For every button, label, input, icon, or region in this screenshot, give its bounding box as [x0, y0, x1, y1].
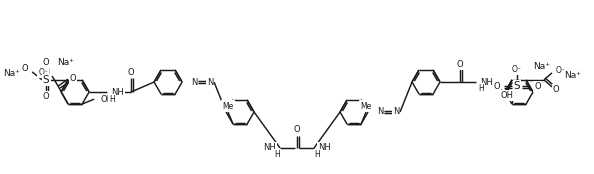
Text: N: N	[191, 77, 197, 86]
Text: S: S	[514, 81, 520, 91]
Text: OH: OH	[501, 91, 514, 100]
Text: O: O	[128, 68, 134, 77]
Text: N: N	[207, 77, 213, 86]
Text: NH: NH	[318, 144, 331, 152]
Text: Na⁺: Na⁺	[564, 71, 581, 80]
Text: O: O	[534, 82, 541, 91]
Text: O: O	[21, 64, 28, 73]
Text: H: H	[314, 151, 320, 160]
Text: O⁻: O⁻	[556, 66, 566, 75]
Text: Me: Me	[222, 102, 233, 111]
Text: O: O	[494, 82, 500, 91]
Text: O⁻: O⁻	[38, 68, 48, 77]
Text: H: H	[274, 151, 280, 160]
Text: H: H	[109, 96, 115, 105]
Text: N: N	[377, 108, 383, 117]
Text: S: S	[43, 75, 49, 85]
Text: N: N	[393, 108, 399, 117]
Text: Na⁺: Na⁺	[58, 58, 75, 67]
Text: O⁻: O⁻	[512, 65, 522, 74]
Text: O: O	[552, 85, 560, 94]
Text: NH: NH	[111, 89, 124, 97]
Text: O: O	[294, 125, 301, 135]
Text: O: O	[43, 58, 49, 67]
Text: O: O	[457, 60, 463, 69]
Text: OH: OH	[100, 95, 113, 104]
Text: H: H	[478, 85, 484, 93]
Text: Na⁺: Na⁺	[3, 69, 20, 78]
Text: O: O	[69, 74, 77, 83]
Text: Na⁺: Na⁺	[533, 62, 550, 71]
Text: NH: NH	[263, 144, 276, 152]
Text: Me: Me	[361, 102, 372, 111]
Text: O: O	[43, 92, 49, 101]
Text: NH: NH	[480, 77, 493, 86]
